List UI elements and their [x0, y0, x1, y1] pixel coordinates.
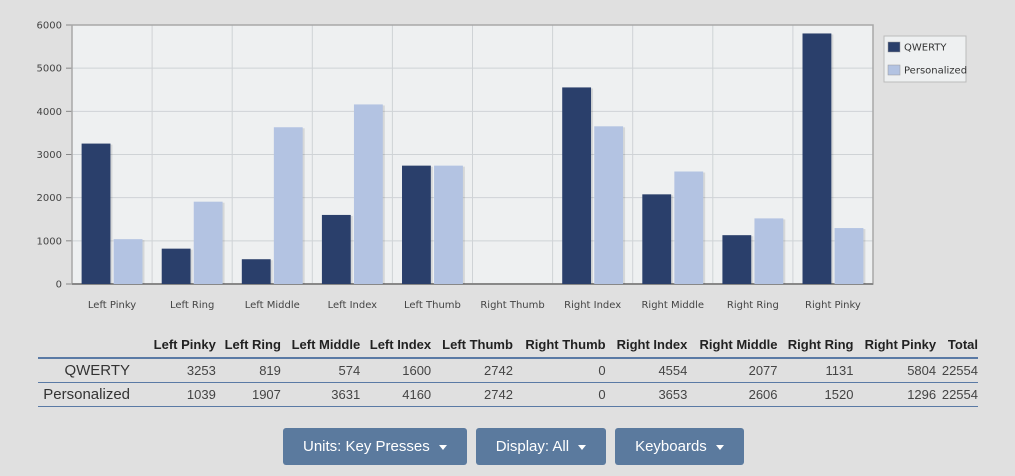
column-header: Left Ring: [224, 336, 281, 352]
keyboards-dropdown-label: Keyboards: [635, 438, 707, 455]
table-header-row: Left Pinky Left Ring Left Middle Left Index…: [38, 334, 978, 358]
table-cell: 3653: [658, 386, 688, 402]
bar-personalized: [434, 165, 463, 284]
legend-swatch: [887, 64, 901, 76]
caret-down-icon: [715, 444, 724, 450]
y-tick-label: 0: [56, 280, 62, 291]
table-cell: 0: [598, 386, 606, 402]
table-cell: 22554: [941, 362, 978, 378]
table-cell: 1296: [907, 386, 937, 402]
column-header: Left Thumb: [442, 336, 513, 352]
table-cell: 1039: [186, 386, 216, 402]
chart-toolbar: Units: Key Presses Display: All Keyboard…: [283, 428, 744, 465]
bar-qwerty: [402, 165, 431, 284]
x-tick-label: Right Thumb: [480, 300, 544, 311]
table-cell: 2077: [748, 362, 778, 378]
y-tick-label: 5000: [37, 64, 62, 75]
table-cell: 0: [598, 362, 606, 378]
finger-usage-table: Left Pinky Left Ring Left Middle Left Index…: [38, 334, 978, 407]
bar-personalized: [594, 126, 624, 284]
column-header: Right Pinky: [864, 336, 937, 352]
bar-personalized: [113, 239, 143, 284]
table-row: Personalized 1039 1907 3631 4160 2742 0 3653 260…: [38, 382, 978, 406]
y-tick-label: 6000: [37, 21, 62, 32]
x-tick-label: Left Pinky: [88, 300, 136, 311]
column-header: Right Ring: [787, 336, 854, 352]
table-cell: 2742: [484, 386, 513, 402]
x-tick-label: Right Ring: [727, 300, 779, 311]
bar-personalized: [674, 171, 704, 284]
caret-down-icon: [438, 444, 447, 450]
display-dropdown-button[interactable]: Display: All: [475, 428, 607, 465]
bar-chart-svg: 0 1000 2000 3000 4000 5000 6000 Left Pinky Left …: [37, 21, 968, 312]
bar-personalized: [353, 104, 383, 284]
x-tick-label: Left Middle: [245, 300, 300, 311]
finger-usage-chart: 0 1000 2000 3000 4000 5000 6000 Left Pinky Left …: [37, 21, 968, 312]
y-tick-label: 3000: [37, 150, 62, 161]
column-header: Left Middle: [291, 336, 361, 352]
bar-personalized: [834, 228, 864, 284]
bar-qwerty: [241, 259, 271, 284]
table-cell: 5804: [907, 362, 937, 378]
column-header: Left Index: [369, 336, 432, 352]
bar-qwerty: [802, 33, 832, 285]
table-cell: 819: [259, 362, 281, 378]
legend-label: Personalized: [904, 66, 967, 77]
y-tick-label: 4000: [37, 107, 62, 118]
x-tick-label: Left Ring: [170, 300, 214, 311]
x-tick-label: Right Pinky: [805, 300, 861, 311]
table-cell: 1907: [251, 386, 281, 402]
bar-qwerty: [562, 87, 592, 284]
column-header: Total: [947, 336, 978, 352]
bar-personalized: [273, 127, 303, 284]
table-cell: 2606: [748, 386, 778, 402]
bar-qwerty: [722, 235, 752, 284]
bar-qwerty: [81, 143, 111, 284]
row-label: QWERTY: [64, 361, 130, 379]
bar-qwerty: [161, 248, 191, 284]
column-header: Left Pinky: [153, 336, 216, 352]
bar-qwerty: [321, 214, 351, 284]
table-cell: 2742: [484, 362, 513, 378]
table-cell: 1520: [824, 386, 854, 402]
keyboards-dropdown-button[interactable]: Keyboards: [615, 428, 744, 465]
row-label: Personalized: [43, 385, 130, 403]
table-cell: 4554: [658, 362, 688, 378]
column-header: Right Thumb: [525, 336, 606, 352]
x-tick-label: Right Middle: [641, 300, 704, 311]
table-cell: 3631: [331, 386, 361, 402]
table-cell: 4160: [402, 386, 432, 402]
x-tick-label: Right Index: [564, 300, 621, 311]
table-row: QWERTY 3253 819 574 1600 2742 0 4554 2077 1131 580…: [38, 358, 978, 382]
y-tick-label: 1000: [37, 236, 62, 247]
table-corner-cell: [38, 334, 144, 358]
table-cell: 1600: [402, 362, 432, 378]
table-cell: 22554: [941, 386, 978, 402]
column-header: Right Middle: [699, 336, 778, 352]
table-cell: 1131: [825, 362, 854, 378]
caret-down-icon: [578, 444, 587, 450]
x-tick-label: Left Thumb: [404, 300, 461, 311]
bar-personalized: [754, 218, 784, 284]
column-header: Right Index: [616, 336, 688, 352]
table-cell: 574: [338, 362, 361, 378]
bar-personalized: [193, 201, 223, 284]
bar-qwerty: [642, 194, 672, 284]
legend-swatch: [887, 41, 901, 53]
y-tick-label: 2000: [37, 193, 62, 204]
display-dropdown-label: Display: All: [495, 438, 570, 455]
legend-label: QWERTY: [904, 43, 947, 54]
units-dropdown-button[interactable]: Units: Key Presses: [283, 428, 467, 465]
x-tick-label: Left Index: [328, 300, 378, 311]
table-cell: 3253: [186, 362, 216, 378]
units-dropdown-label: Units: Key Presses: [303, 438, 430, 455]
